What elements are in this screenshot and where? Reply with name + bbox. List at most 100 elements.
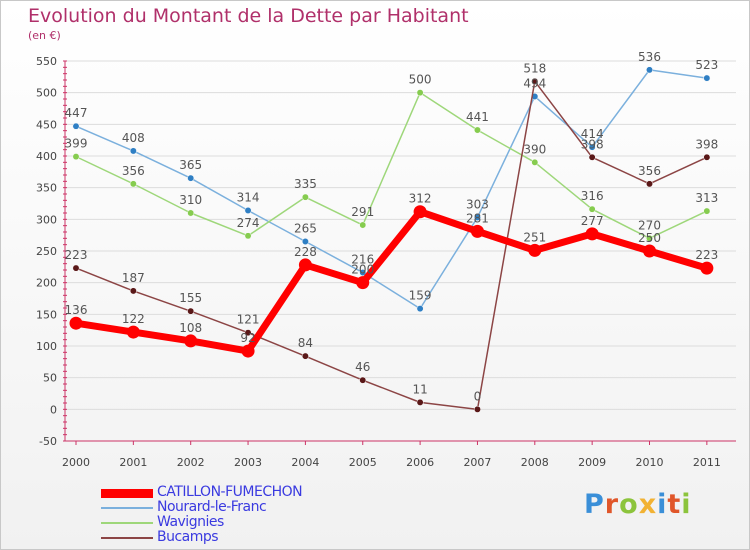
legend-swatch [101, 488, 153, 498]
data-point [474, 213, 481, 221]
data-label: 187 [122, 271, 145, 285]
x-tick-label: 2010 [636, 456, 664, 469]
data-point [187, 209, 195, 217]
series-line [75, 208, 708, 355]
y-tick-label: 50 [43, 372, 57, 385]
data-point [646, 66, 653, 74]
logo-letter: P [584, 489, 605, 520]
data-point [703, 207, 711, 215]
data-label: 159 [409, 289, 432, 303]
y-tick-label: 150 [36, 308, 57, 321]
data-label: 518 [523, 61, 546, 75]
logo-letter: t [667, 489, 682, 520]
y-tick-label: 0 [50, 403, 57, 416]
data-point [301, 238, 309, 245]
data-label: 11 [412, 382, 427, 396]
x-tick-label: 2007 [463, 456, 491, 469]
data-label: 303 [466, 197, 489, 211]
data-point [129, 287, 137, 295]
data-label: 121 [237, 313, 260, 327]
data-point [646, 234, 653, 242]
data-label: 274 [237, 216, 260, 230]
data-label: 414 [581, 127, 604, 141]
data-label: 441 [466, 110, 489, 124]
data-point [646, 180, 653, 188]
data-point [301, 193, 309, 201]
x-tick-label: 2000 [62, 456, 90, 469]
data-label: 314 [237, 190, 260, 204]
data-point [700, 261, 714, 275]
data-point [129, 180, 137, 188]
x-tick-label: 2004 [291, 456, 319, 469]
data-label: 335 [294, 177, 317, 191]
x-tick-label: 2006 [406, 456, 434, 469]
data-point [585, 227, 599, 241]
data-point [298, 258, 312, 272]
legend-label: Wavignies [157, 514, 224, 530]
data-label: 223 [695, 248, 718, 262]
y-tick-label: 100 [36, 340, 57, 353]
data-label: 84 [298, 336, 313, 350]
x-tick-label: 2002 [177, 456, 205, 469]
y-tick-label: 300 [36, 213, 57, 226]
series-line [75, 80, 708, 411]
series-line [75, 69, 707, 310]
data-point [643, 244, 656, 258]
y-tick-label: 350 [36, 182, 57, 195]
unit-label: (en €) [28, 29, 61, 42]
data-label: 447 [65, 106, 88, 120]
legend-swatch [101, 537, 153, 539]
proxiti-logo: Proxiti [584, 489, 692, 520]
data-label: 46 [355, 360, 370, 374]
data-label: 500 [409, 73, 432, 87]
data-point [244, 207, 252, 214]
data-label: 312 [409, 192, 432, 206]
data-label: 228 [294, 245, 317, 259]
data-point [531, 158, 539, 166]
y-tick-label: 500 [36, 87, 57, 100]
data-point [474, 405, 481, 413]
data-label: 265 [294, 222, 317, 236]
data-point [359, 221, 367, 229]
data-label: 92 [240, 331, 255, 345]
data-label: 216 [351, 253, 374, 267]
data-label: 316 [581, 189, 604, 203]
legend-swatch [101, 507, 153, 509]
data-point [528, 243, 542, 257]
data-label: 536 [638, 50, 661, 64]
x-tick-label: 2001 [119, 456, 147, 469]
data-point [531, 77, 539, 85]
data-label: 122 [122, 312, 145, 326]
data-label: 408 [122, 131, 145, 145]
data-point [72, 153, 80, 161]
data-point [69, 316, 83, 330]
data-point [416, 305, 424, 313]
data-point [703, 153, 711, 161]
logo-letter: o [619, 489, 639, 520]
data-point [416, 398, 424, 406]
logo-letter: i [657, 489, 668, 520]
data-point [301, 352, 309, 360]
data-label: 155 [179, 291, 202, 305]
data-label: 310 [179, 193, 202, 207]
data-point [359, 376, 367, 384]
y-tick-label: 250 [36, 245, 57, 258]
logo-letter: i [681, 489, 692, 520]
chart-title: Evolution du Montant de la Dette par Hab… [28, 5, 469, 27]
data-point [244, 232, 252, 240]
data-point [184, 334, 198, 348]
data-point [72, 122, 80, 130]
logo-letter: x [638, 489, 658, 520]
legend-label: Nourard-le-Franc [157, 499, 267, 515]
data-point [359, 269, 367, 276]
data-label: 270 [638, 218, 661, 232]
data-label: 136 [65, 303, 88, 317]
data-point [588, 205, 596, 213]
data-label: 398 [695, 137, 718, 151]
data-point [356, 276, 370, 290]
y-tick-label: 200 [36, 277, 57, 290]
data-label: 365 [179, 158, 202, 172]
legend-swatch [101, 522, 153, 524]
